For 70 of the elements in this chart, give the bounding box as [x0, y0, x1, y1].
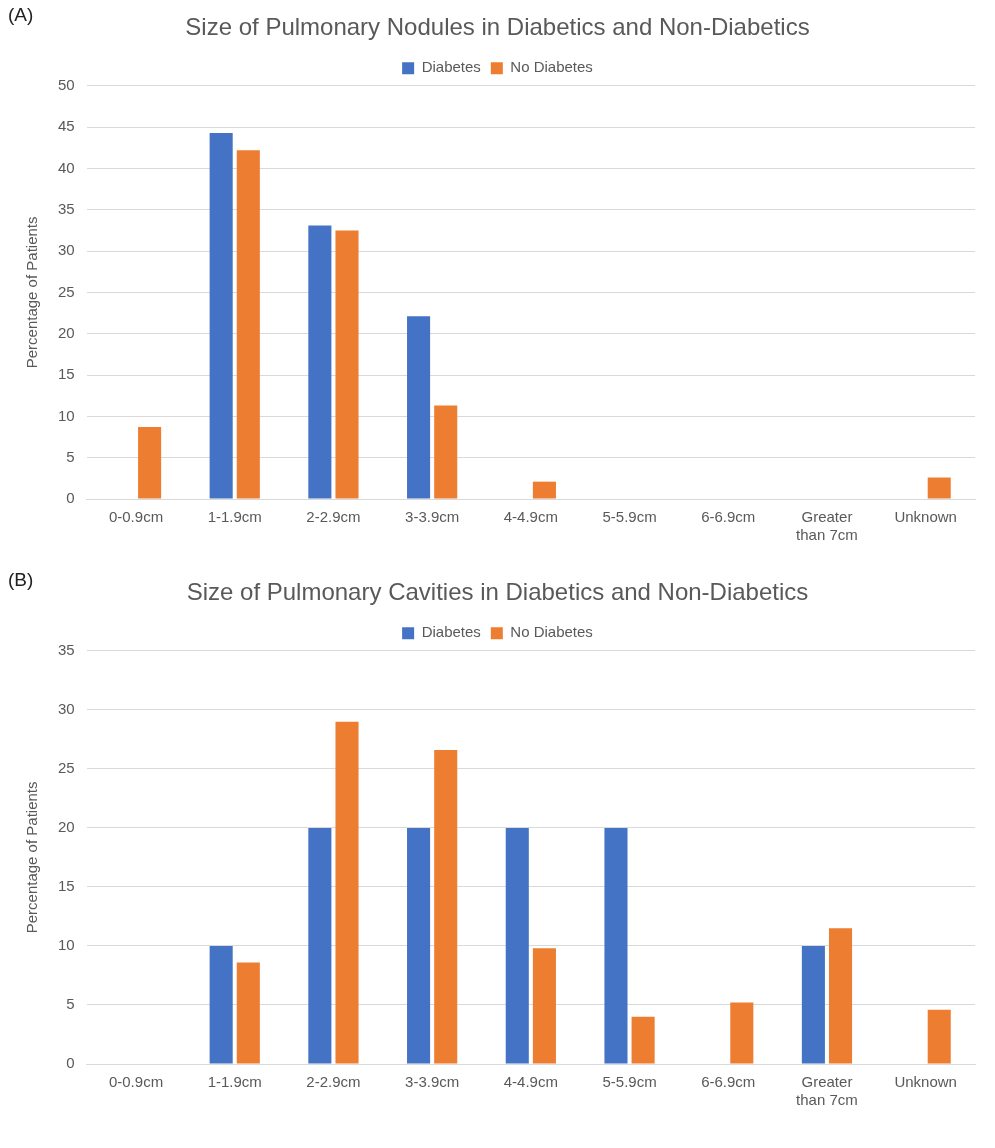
x-tick-label: 3-3.9cm [405, 508, 460, 526]
legend-label: Diabetes [421, 58, 481, 76]
y-tick-label: 25 [58, 759, 75, 776]
bar [209, 945, 233, 1064]
x-tick-label: 4-4.9cm [503, 1073, 558, 1091]
bar [335, 230, 359, 499]
x-tick-label: 2-2.9cm [306, 1073, 361, 1091]
y-tick-label: 10 [58, 936, 75, 954]
y-tick-label: 10 [58, 406, 75, 424]
bar [532, 948, 556, 1064]
x-tick-label: Unknown [894, 508, 957, 526]
bar [730, 1002, 754, 1064]
legend-label: Diabetes [421, 623, 481, 641]
bar [828, 928, 853, 1064]
bar [604, 827, 628, 1064]
bar [532, 481, 556, 499]
y-tick-label: 20 [58, 818, 75, 836]
bar [434, 749, 458, 1064]
y-axis-title: Percentage of Patients [23, 781, 41, 934]
bar [209, 132, 233, 499]
bar [407, 827, 431, 1064]
x-tick-label: 5-5.9cm [602, 1073, 657, 1091]
y-tick-label: 50 [58, 75, 75, 93]
x-tick-label: Unknown [894, 1073, 957, 1091]
x-tick-label: 5-5.9cm [602, 508, 657, 526]
bar [927, 1009, 951, 1064]
x-tick-label: Greater than 7cm [796, 1073, 858, 1109]
bar [801, 945, 825, 1064]
y-tick-label: 5 [66, 995, 75, 1013]
x-tick-label: 6-6.9cm [701, 1073, 756, 1091]
bar [308, 225, 332, 499]
x-tick-label: 6-6.9cm [701, 508, 756, 526]
y-tick-label: 30 [58, 241, 75, 259]
text: (B) [8, 569, 34, 591]
x-tick-label: 0-0.9cm [108, 508, 164, 526]
bar [407, 316, 431, 499]
x-tick-label: 2-2.9cm [306, 508, 361, 526]
y-tick-label: 30 [58, 699, 75, 717]
bar [631, 1016, 655, 1064]
x-tick-label: 1-1.9cm [207, 508, 262, 526]
y-tick-label: 15 [58, 365, 75, 383]
text: (A) [8, 4, 34, 26]
y-tick-label: 45 [58, 117, 75, 135]
chart-title: Size of Pulmonary Cavities in Diabetics and Non-Diabetics [186, 578, 809, 606]
x-tick-label: Greater than 7cm [796, 508, 858, 544]
y-tick-label: 5 [66, 447, 75, 465]
bar [138, 427, 162, 499]
bar [927, 477, 951, 499]
y-tick-label: 0 [66, 1054, 75, 1072]
bar [335, 721, 359, 1064]
y-tick-label: 40 [58, 158, 75, 176]
y-tick-label: 15 [58, 877, 75, 895]
y-tick-label: 0 [66, 489, 75, 507]
legend-label: No Diabetes [510, 58, 593, 76]
y-tick-label: 35 [58, 199, 75, 217]
y-tick-label: 25 [58, 282, 75, 300]
legend-label: No Diabetes [510, 623, 593, 641]
y-axis-title: Percentage of Patients [23, 216, 41, 369]
bar [308, 827, 332, 1064]
chart-title: Size of Pulmonary Nodules in Diabetics and Non-Diabetics [185, 13, 810, 41]
x-tick-label: 0-0.9cm [108, 1073, 164, 1091]
x-tick-label: 3-3.9cm [405, 1073, 460, 1091]
y-tick-label: 20 [58, 323, 75, 341]
bar [236, 962, 260, 1064]
bar [434, 405, 458, 499]
x-tick-label: 4-4.9cm [503, 508, 558, 526]
bar [505, 827, 529, 1064]
bar [236, 150, 260, 499]
x-tick-label: 1-1.9cm [207, 1073, 262, 1091]
y-tick-label: 35 [58, 640, 75, 658]
